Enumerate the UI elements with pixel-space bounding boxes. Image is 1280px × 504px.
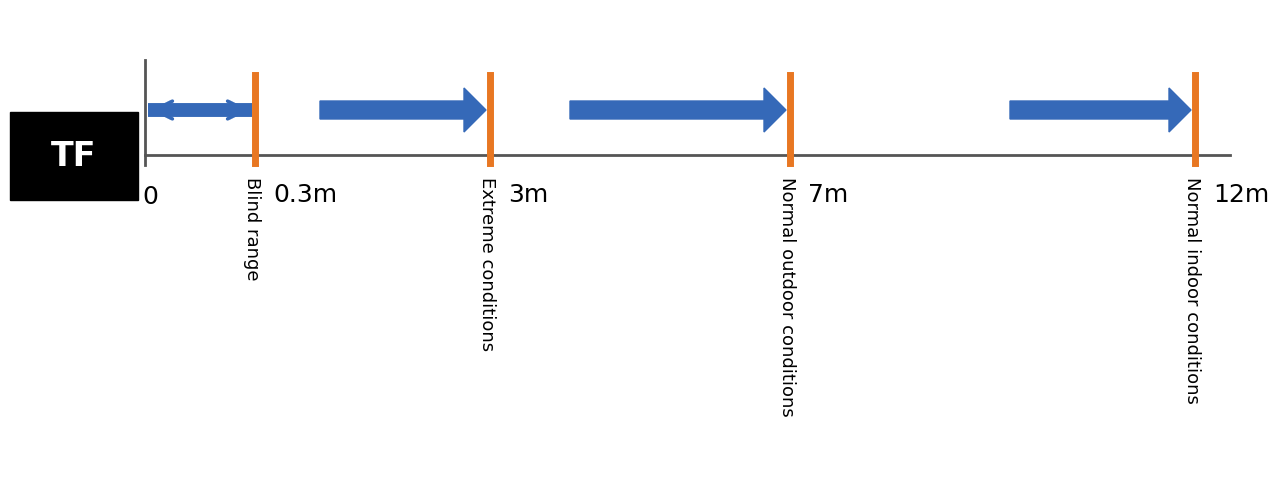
Text: Extreme conditions: Extreme conditions [477,177,497,351]
FancyArrow shape [320,88,486,132]
Bar [10,112,138,200]
Text: 0: 0 [142,185,157,209]
Text: 7m: 7m [808,183,849,207]
Text: 12m: 12m [1213,183,1270,207]
FancyArrow shape [1010,88,1190,132]
Text: 0.3m: 0.3m [273,183,337,207]
Text: Normal outdoor conditions: Normal outdoor conditions [778,177,796,417]
Text: 3m: 3m [508,183,548,207]
FancyArrow shape [570,88,786,132]
Text: Blind range: Blind range [243,177,261,281]
Text: TF: TF [51,140,97,172]
Text: Normal indoor conditions: Normal indoor conditions [1183,177,1201,404]
